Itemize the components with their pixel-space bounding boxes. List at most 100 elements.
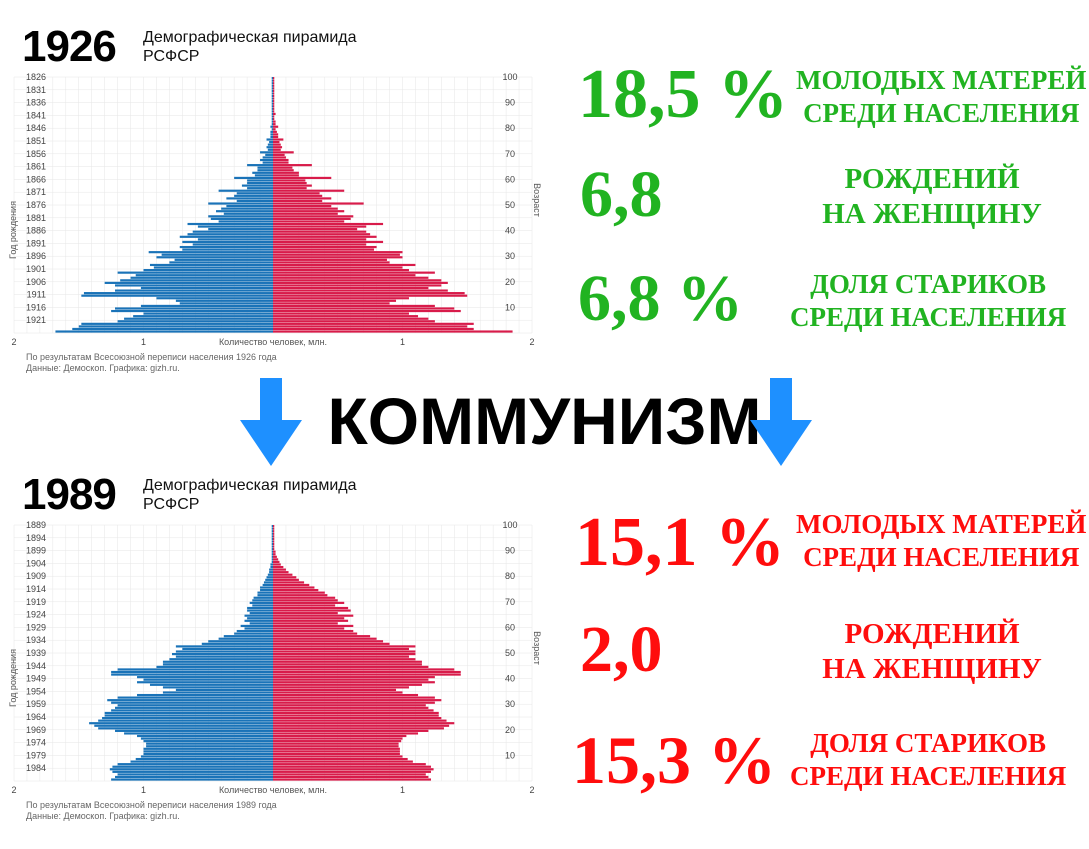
female-bar: [273, 87, 275, 90]
chart-title-1989: Демографическая пирамида РСФСР: [143, 476, 357, 514]
year-tick-label: 1856: [26, 149, 46, 159]
male-bar: [143, 747, 273, 750]
age-tick-label: 50: [505, 648, 515, 658]
female-bar: [273, 230, 367, 233]
male-bar: [244, 627, 273, 630]
year-tick-label: 1969: [26, 725, 46, 735]
male-bar: [175, 650, 273, 653]
x-ticks: 2 1 1 2: [11, 785, 534, 795]
stat-births-label: РОЖДЕНИЙ НА ЖЕНЩИНУ: [812, 617, 1052, 688]
male-bar: [247, 609, 273, 612]
male-bar: [271, 558, 273, 561]
female-bar: [273, 606, 349, 610]
male-bar: [266, 138, 273, 141]
male-bar: [266, 576, 273, 579]
pyramid-chart-1926: 1826 1831 1836 1841 1846 1851 1856 1861 1866 1871…: [8, 72, 542, 347]
female-bar: [273, 256, 403, 259]
female-bar: [273, 527, 275, 530]
year-tick-label: 1901: [26, 264, 46, 274]
female-bar: [273, 92, 275, 95]
male-bar: [192, 230, 273, 233]
age-tick-label: 50: [505, 200, 515, 210]
female-bar: [273, 294, 468, 297]
female-bar: [273, 568, 286, 571]
female-bar: [273, 719, 447, 722]
female-bar: [273, 307, 455, 310]
female-bar: [273, 327, 474, 331]
male-bar: [271, 555, 273, 558]
female-bar: [273, 146, 283, 149]
male-bar: [271, 527, 273, 530]
male-bar: [247, 187, 273, 190]
female-bar: [273, 763, 426, 766]
male-bar: [226, 205, 273, 208]
female-bar: [273, 686, 409, 689]
male-bar: [271, 82, 273, 85]
female-bar: [273, 164, 312, 167]
male-bar: [162, 686, 273, 689]
stat-elderly-label: ДОЛЯ СТАРИКОВ СРЕДИ НАСЕЛЕНИЯ: [790, 268, 1066, 334]
female-bar: [273, 627, 345, 630]
female-bar: [273, 212, 338, 215]
male-bar: [72, 327, 274, 331]
male-bar: [271, 115, 273, 118]
label-line2: СРЕДИ НАСЕЛЕНИЯ: [790, 760, 1067, 791]
female-bar: [273, 240, 384, 244]
age-tick-label: 20: [505, 725, 515, 735]
female-bar: [273, 619, 349, 622]
year-tick-label: 1886: [26, 226, 46, 236]
female-bar: [273, 330, 513, 333]
year-tick-label: 1906: [26, 277, 46, 287]
female-bar: [273, 286, 429, 290]
female-bar: [273, 709, 434, 712]
female-bar: [273, 220, 345, 223]
female-bar: [273, 670, 461, 674]
female-bar: [273, 717, 442, 720]
male-bar: [257, 591, 273, 594]
male-bar: [133, 315, 273, 318]
male-bar: [137, 676, 273, 679]
female-bar: [273, 125, 279, 128]
age-tick-label: 30: [505, 251, 515, 261]
ylabel-left: Год рождения: [8, 201, 18, 259]
label-line1: РОЖДЕНИЙ: [844, 163, 1020, 195]
male-bar: [135, 757, 273, 761]
year-tick-label: 1909: [26, 571, 46, 581]
male-bar: [247, 181, 273, 185]
male-bar: [236, 192, 273, 195]
year-tick-label: 1919: [26, 597, 46, 607]
note-source: По результатам Всесоюзной переписи насел…: [26, 352, 277, 362]
year-tick-label: 1891: [26, 238, 46, 248]
female-bar: [273, 128, 276, 131]
female-bar: [273, 740, 402, 743]
male-bar: [253, 596, 273, 599]
male-bar: [83, 292, 274, 295]
female-bar: [273, 660, 422, 663]
female-bar: [273, 645, 416, 648]
female-bar: [273, 187, 307, 190]
year-tick-label: 1934: [26, 635, 46, 645]
male-bar: [140, 304, 273, 308]
age-ticks: 100 90 80 70 60 50 40 30 20 10: [502, 520, 517, 760]
female-bar: [273, 701, 435, 704]
male-bar: [117, 271, 273, 274]
male-bar: [182, 248, 273, 251]
male-bar: [111, 778, 273, 781]
year-tick-label: 1979: [26, 750, 46, 760]
female-bar: [273, 217, 351, 220]
stat-young-mothers-label: МОЛОДЫХ МАТЕРЕЙ СРЕДИ НАСЕЛЕНИЯ: [796, 508, 1086, 574]
chart-title-line2: РСФСР: [143, 48, 200, 65]
female-bar: [273, 586, 315, 589]
arrow-down-icon: [750, 378, 812, 466]
female-bar: [273, 765, 431, 768]
year-tick-label: 1949: [26, 674, 46, 684]
male-bar: [137, 693, 273, 697]
female-bar: [273, 141, 280, 144]
male-bar: [111, 670, 273, 674]
female-bar: [273, 535, 275, 538]
xlabel: Количество человек, млн.: [219, 785, 327, 795]
female-bar: [273, 550, 276, 553]
x-tick-label: 2: [11, 785, 16, 795]
female-bar: [273, 166, 293, 169]
x-tick-label: 1: [400, 337, 405, 347]
